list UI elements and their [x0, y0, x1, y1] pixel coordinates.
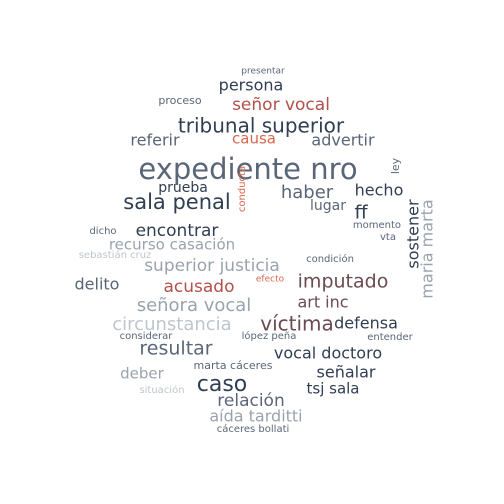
word: hecho: [355, 181, 404, 200]
word: persona: [219, 76, 284, 95]
word: haber: [281, 182, 334, 203]
word: momento: [353, 220, 401, 231]
word: resultar: [139, 338, 212, 360]
word: ley: [389, 157, 402, 174]
word: recurso casación: [109, 236, 235, 254]
word: superior justicia: [144, 256, 280, 276]
word: relación: [217, 391, 284, 411]
word: condición: [306, 253, 354, 265]
word: maria marta: [418, 199, 437, 298]
word: sostener: [404, 199, 423, 269]
word: tribunal superior: [178, 114, 345, 138]
word: víctima: [260, 312, 334, 336]
word: cáceres bollati: [217, 423, 290, 435]
word: referir: [130, 131, 180, 150]
word: circunstancia: [112, 314, 231, 335]
word: prueba: [158, 180, 208, 196]
word: imputado: [298, 271, 389, 293]
word: acusado: [163, 277, 234, 297]
word: caso: [197, 372, 248, 397]
word: señora vocal: [137, 295, 252, 316]
word: sebastián cruz: [79, 249, 152, 261]
word: expediente nro: [138, 152, 357, 186]
word: señalar: [317, 363, 376, 382]
word: art inc: [297, 293, 348, 312]
word: ff: [354, 202, 368, 224]
word: sala penal: [123, 190, 230, 214]
word: defensa: [334, 314, 398, 333]
word: encontrar: [136, 221, 219, 241]
word: considerar: [120, 331, 174, 342]
word: vocal doctoro: [274, 344, 382, 363]
word: lugar: [310, 198, 346, 214]
word: efecto: [256, 275, 285, 285]
word: situación: [139, 384, 184, 396]
word: marta cáceres: [194, 359, 273, 372]
word: entender: [367, 332, 413, 343]
word: dicho: [89, 226, 116, 237]
word: proceso: [158, 94, 202, 107]
word: tsj sala: [307, 380, 360, 398]
word: advertir: [311, 131, 375, 150]
word: aída tarditti: [209, 407, 302, 426]
word: conducta: [237, 166, 248, 212]
word: vta: [380, 232, 396, 243]
word: señor vocal: [232, 95, 330, 115]
word: presentar: [241, 67, 285, 77]
word: lópez peña: [242, 330, 297, 342]
word: causa: [232, 130, 276, 148]
word: deber: [120, 365, 165, 383]
word: delito: [75, 275, 120, 294]
